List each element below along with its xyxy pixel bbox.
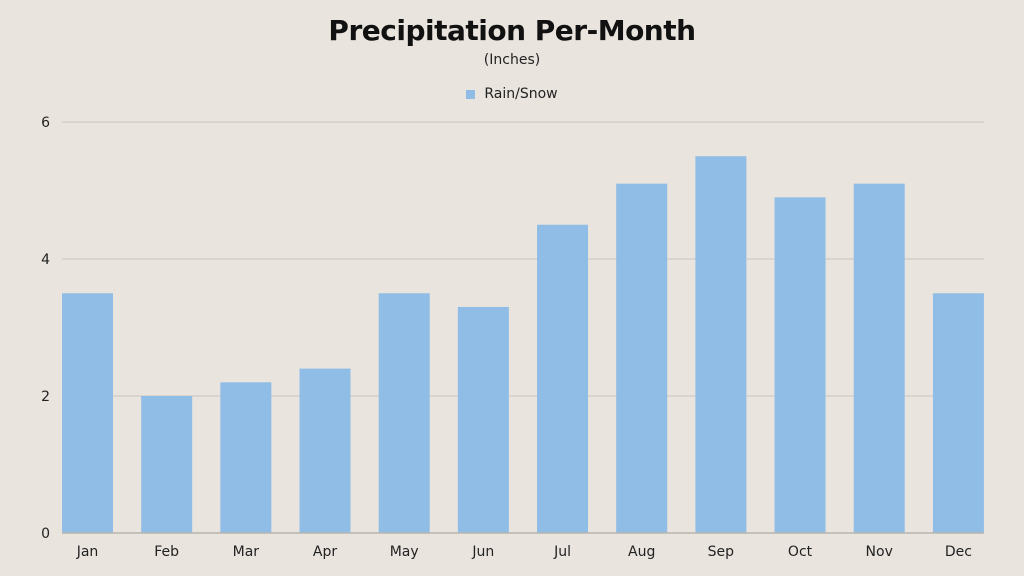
bar-dec [932, 293, 984, 533]
x-tick-label: Nov [866, 544, 893, 560]
x-tick-label: Dec [945, 544, 972, 560]
x-tick-label: Jun [471, 544, 494, 560]
x-tick-label: Oct [788, 544, 813, 560]
x-tick-label: May [390, 544, 419, 560]
bar-mar [220, 382, 272, 533]
bar-feb [141, 396, 193, 533]
x-tick-label: Aug [628, 544, 655, 560]
y-tick-label: 6 [41, 115, 50, 131]
y-tick-label: 2 [41, 389, 50, 405]
bar-may [378, 293, 430, 533]
x-tick-label: Apr [313, 544, 337, 560]
bar-jan [62, 293, 113, 533]
bar-oct [774, 197, 826, 533]
bar-apr [299, 368, 351, 533]
x-tick-label: Jul [553, 544, 571, 560]
x-tick-label: Sep [708, 544, 735, 560]
x-tick-label: Mar [233, 544, 260, 560]
legend-swatch [466, 89, 476, 99]
chart-title: Precipitation Per-Month [328, 14, 696, 47]
y-tick-label: 4 [41, 252, 50, 268]
bar-jul [537, 224, 589, 533]
chart-subtitle: (Inches) [483, 52, 541, 68]
x-tick-label: Feb [154, 544, 179, 560]
bar-jun [457, 306, 509, 533]
y-tick-label: 0 [41, 526, 50, 542]
legend-label: Rain/Snow [484, 86, 558, 102]
legend: Rain/Snow [0, 86, 1024, 102]
bar-aug [616, 183, 668, 533]
x-tick-label: Jan [76, 544, 99, 560]
bar-sep [695, 156, 747, 533]
bar-nov [853, 183, 905, 533]
